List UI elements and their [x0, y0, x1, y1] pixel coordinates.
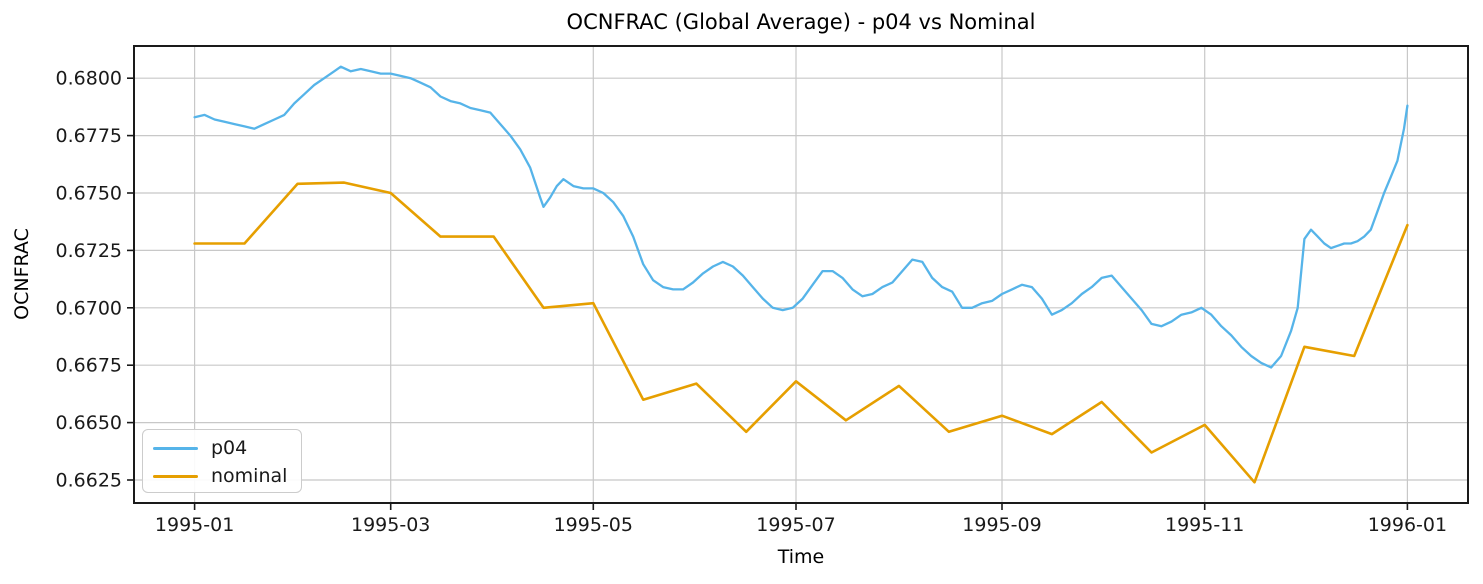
- legend-item-p04: p04: [153, 437, 287, 459]
- y-tick-label: 0.6675: [56, 355, 122, 377]
- series-line-p04: [193, 65, 1409, 369]
- y-tick-label: 0.6625: [56, 470, 122, 492]
- p04-line-swatch: [153, 446, 198, 450]
- x-tick-label: 1995-07: [756, 514, 835, 536]
- y-tick-label: 0.6775: [56, 125, 122, 147]
- x-tick-label: 1995-11: [1165, 514, 1244, 536]
- x-tick-label: 1995-01: [155, 514, 234, 536]
- y-tick-label: 0.6700: [56, 297, 122, 319]
- legend-label-p04: p04: [211, 437, 248, 459]
- y-tick-label: 0.6800: [56, 68, 122, 90]
- legend-label-nominal: nominal: [211, 465, 288, 487]
- x-tick-label: 1996-01: [1368, 514, 1447, 536]
- x-axis-label: Time: [777, 546, 825, 568]
- x-tick-label: 1995-05: [554, 514, 633, 536]
- x-tick-label: 1995-09: [962, 514, 1041, 536]
- series-line-nominal: [193, 181, 1409, 484]
- x-tick-label: 1995-03: [351, 514, 430, 536]
- chart-title: OCNFRAC (Global Average) - p04 vs Nomina…: [566, 10, 1036, 34]
- y-tick-label: 0.6725: [56, 240, 122, 262]
- y-tick-label: 0.6650: [56, 412, 122, 434]
- legend-item-nominal: nominal: [153, 465, 287, 487]
- plot-border: [133, 45, 1469, 504]
- legend: p04 nominal: [142, 429, 303, 493]
- nominal-line-swatch: [153, 474, 198, 478]
- y-tick-label: 0.6750: [56, 183, 122, 205]
